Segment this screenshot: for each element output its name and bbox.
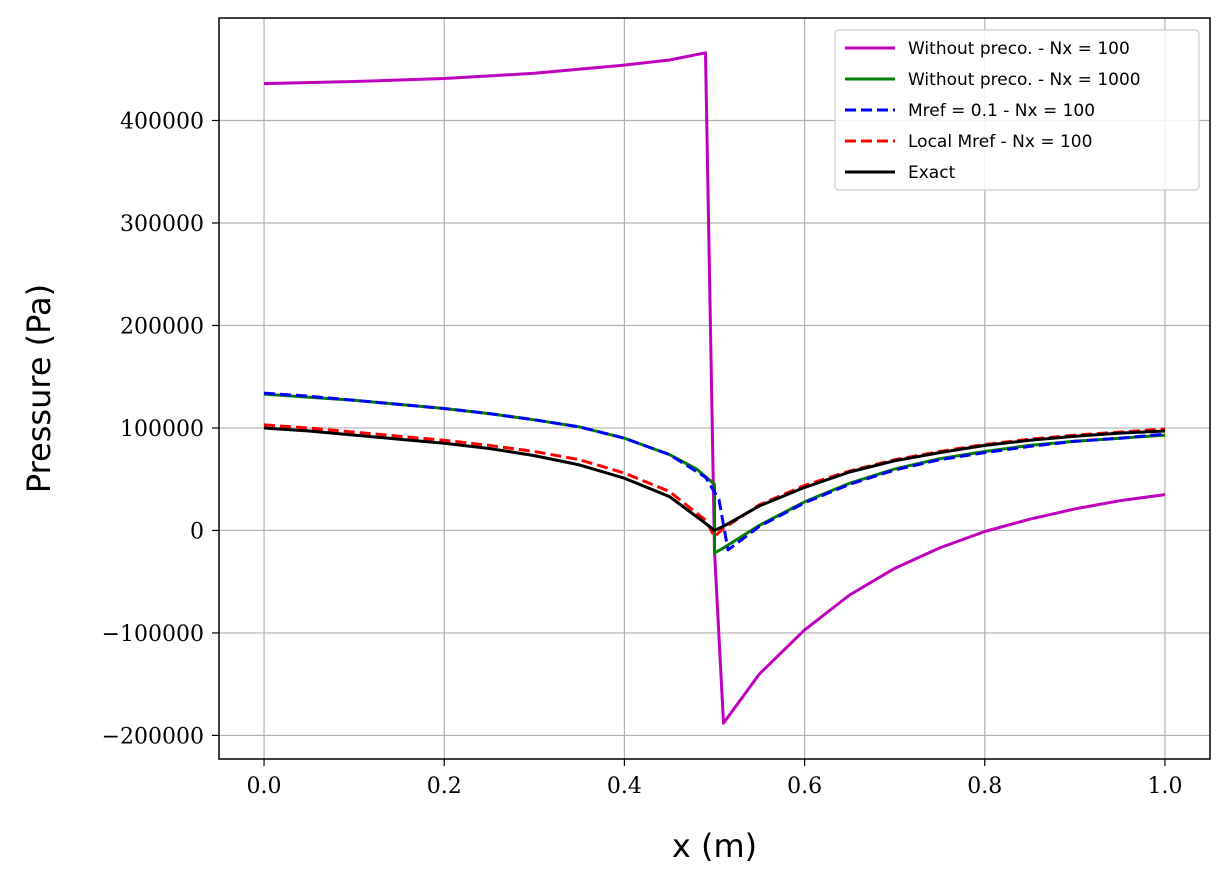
y-tick-label: 200000 bbox=[120, 314, 204, 339]
y-tick-label: 300000 bbox=[120, 212, 204, 237]
y-tick-label: 0 bbox=[190, 519, 204, 544]
y-axis-label: Pressure (Pa) bbox=[20, 284, 58, 493]
series-line-5 bbox=[263, 426, 1166, 532]
x-tick-label: 0.8 bbox=[967, 774, 1002, 799]
y-tick-label: −200000 bbox=[102, 724, 204, 749]
legend-label: Exact bbox=[908, 163, 956, 183]
series-line-3 bbox=[263, 391, 1166, 552]
legend-label: Mref = 0.1 - Nx = 100 bbox=[908, 101, 1095, 121]
y-tick-label: 400000 bbox=[120, 109, 204, 134]
legend-box bbox=[834, 29, 1200, 191]
x-axis-label: x (m) bbox=[672, 827, 757, 865]
x-tick-label: 0.6 bbox=[787, 774, 822, 799]
legend-label: Local Mref - Nx = 100 bbox=[908, 132, 1092, 152]
ticks: 0.0 0.2 0.4 0.6 0.8 1.0 −200000 −100000 0 100000 2… bbox=[102, 109, 1183, 799]
x-tick-label: 0.0 bbox=[247, 774, 282, 799]
plot-lines bbox=[263, 51, 1166, 725]
series-line-1 bbox=[263, 51, 1166, 725]
legend-label: Without preco. - Nx = 100 bbox=[908, 39, 1130, 59]
x-tick-label: 0.4 bbox=[607, 774, 642, 799]
x-tick-label: 0.2 bbox=[427, 774, 462, 799]
legend: Without preco. - Nx = 100 Without preco. … bbox=[834, 29, 1200, 191]
series-line-4 bbox=[263, 423, 1166, 539]
legend-label: Without preco. - Nx = 1000 bbox=[908, 70, 1141, 90]
y-tick-label: 100000 bbox=[120, 417, 204, 442]
x-tick-label: 1.0 bbox=[1147, 774, 1182, 799]
y-tick-label: −100000 bbox=[102, 622, 204, 647]
plot-frame bbox=[218, 17, 1211, 760]
